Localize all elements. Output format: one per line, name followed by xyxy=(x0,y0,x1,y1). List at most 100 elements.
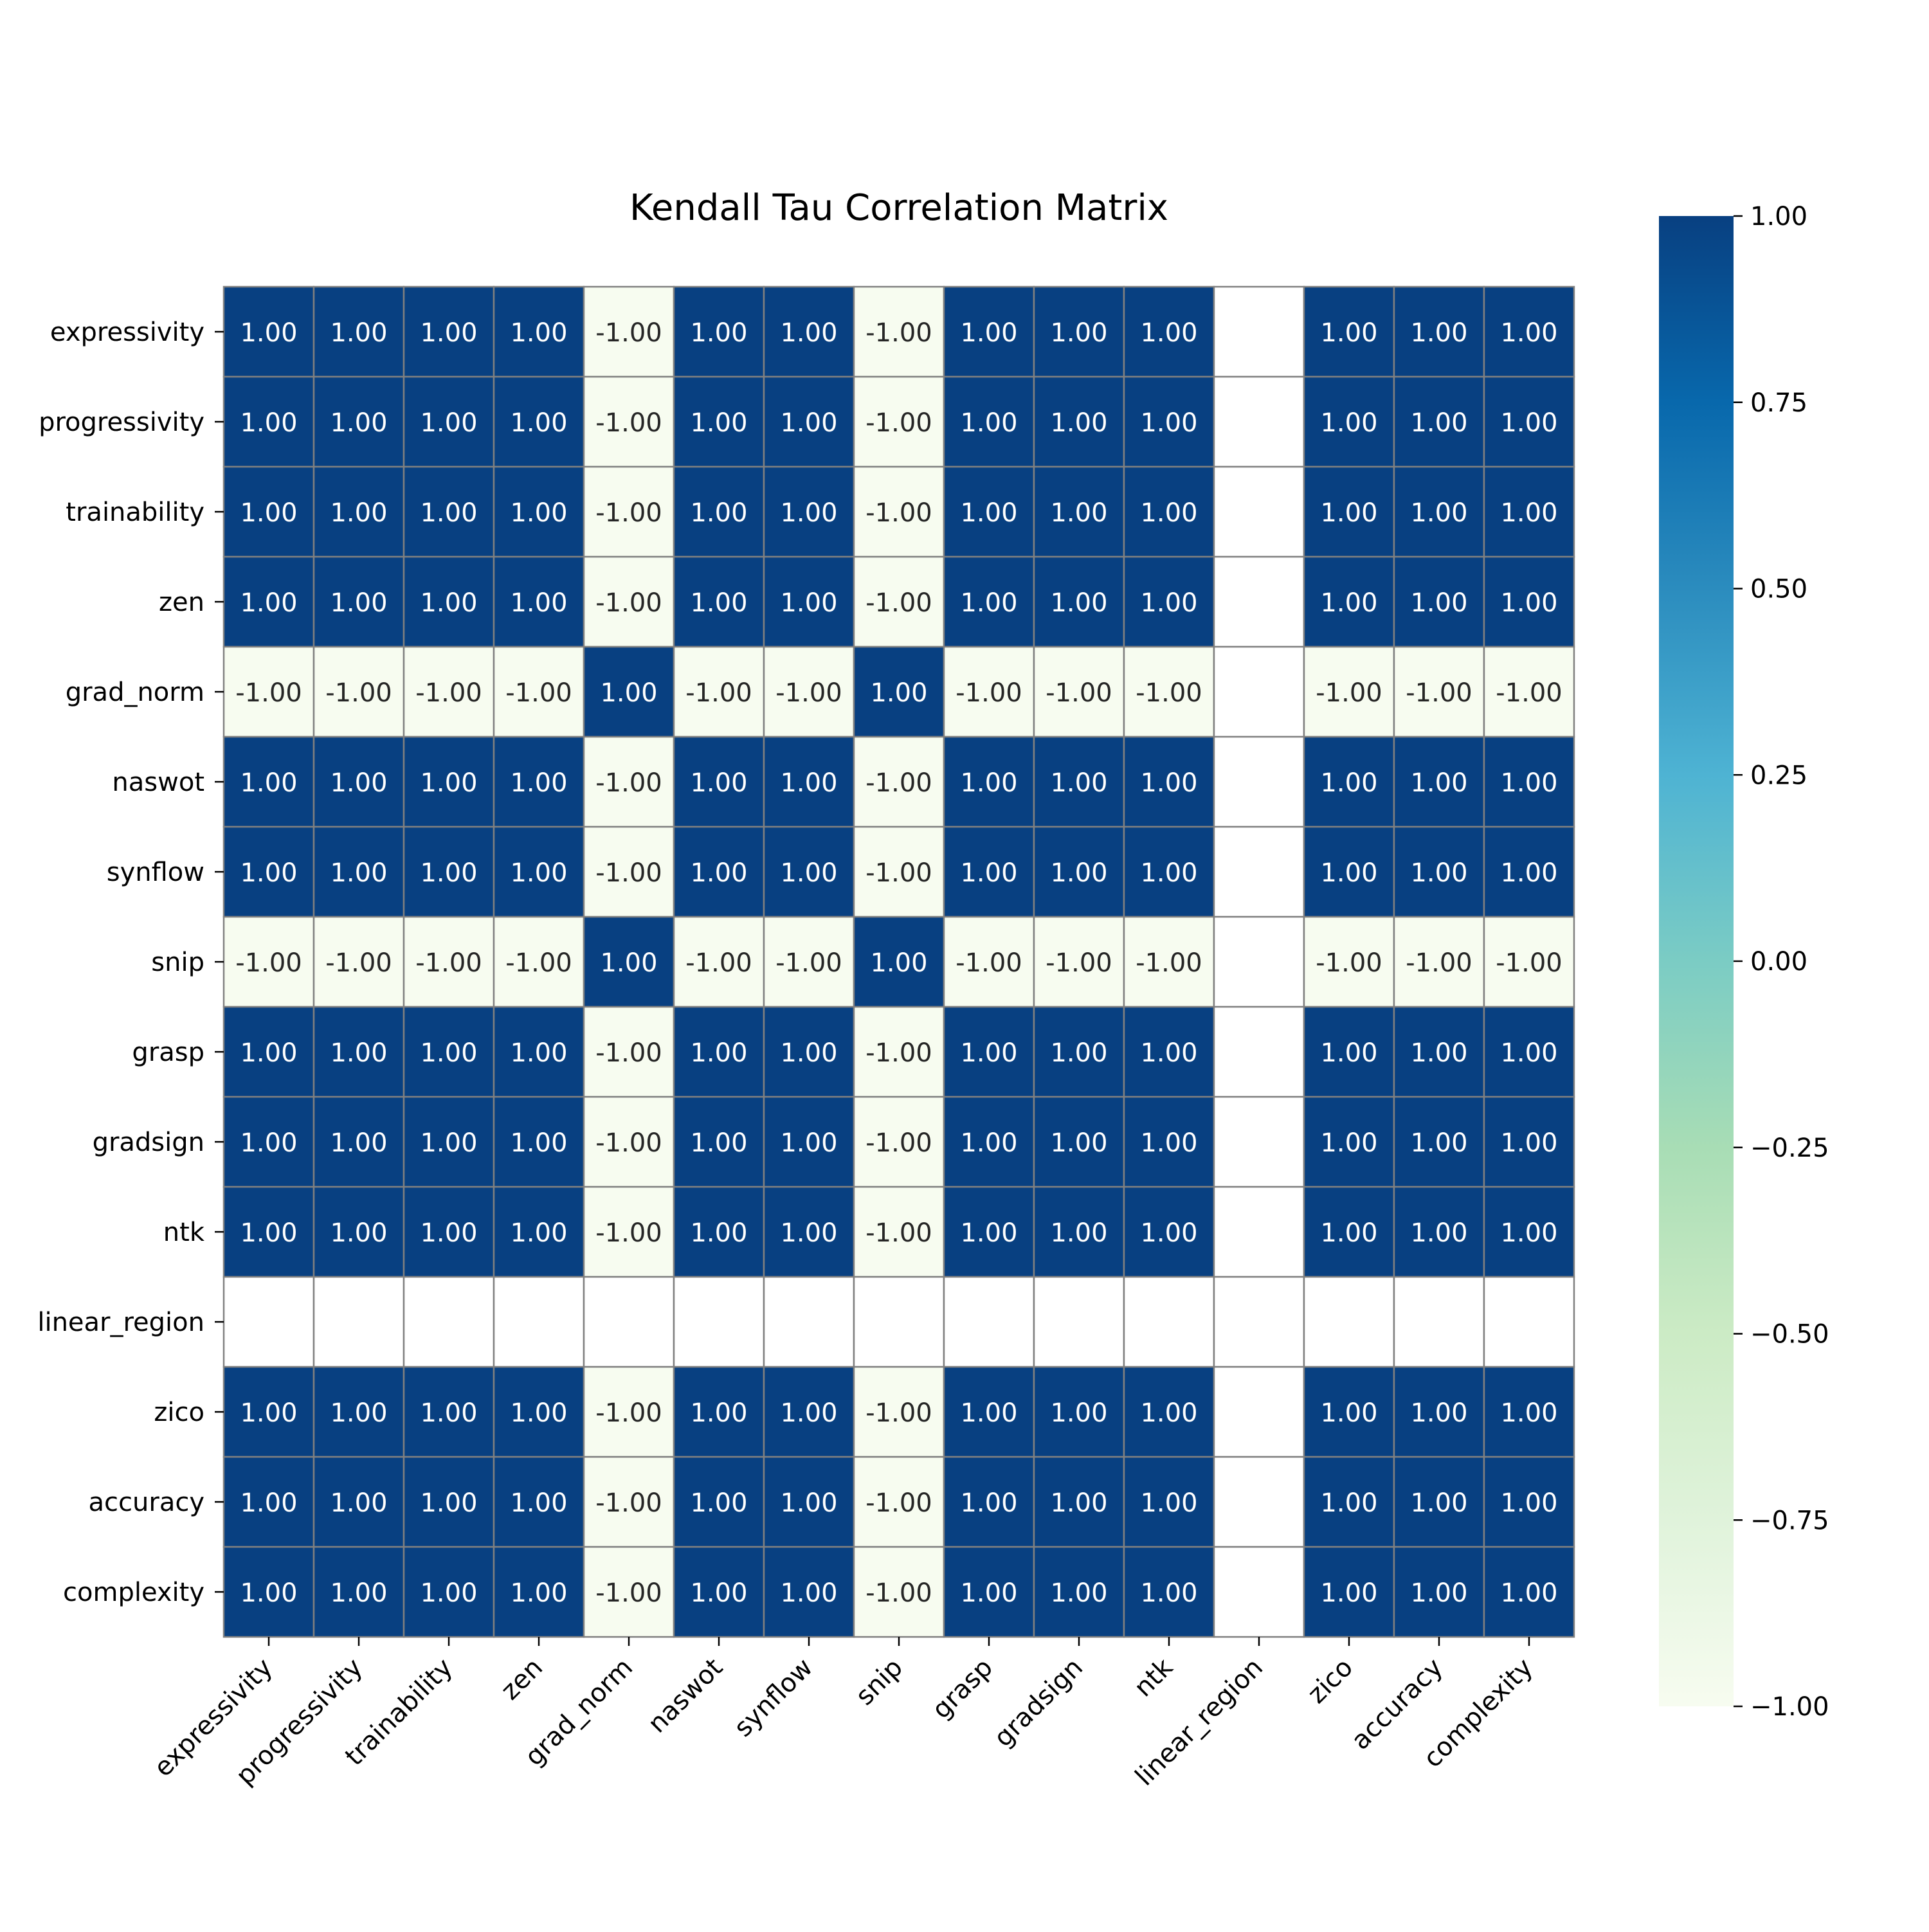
heatmap-cell xyxy=(673,736,765,828)
cell-value-label: 1.00 xyxy=(240,1398,297,1428)
heatmap-cell xyxy=(583,1276,675,1368)
cell-value-label: -1.00 xyxy=(865,318,932,348)
heatmap-cell xyxy=(853,375,945,468)
cell-value-label: -1.00 xyxy=(595,318,662,348)
cell-value-label: -1.00 xyxy=(1406,678,1472,708)
cell-value-label: 1.00 xyxy=(240,1488,297,1518)
cell-value-label: -1.00 xyxy=(955,948,1022,978)
cell-value-label: 1.00 xyxy=(240,1578,297,1608)
cell-value-label: 1.00 xyxy=(690,1578,747,1608)
colorbar-tick-label: 0.00 xyxy=(1750,947,1807,977)
cell-value-label: 1.00 xyxy=(1410,1038,1467,1068)
cell-value-label: 1.00 xyxy=(240,1128,297,1158)
heatmap-cell xyxy=(1483,1276,1575,1368)
heatmap-cell xyxy=(583,1096,675,1188)
cell-value-label: 1.00 xyxy=(960,318,1017,348)
heatmap-cell xyxy=(403,555,495,648)
cell-value-label: 1.00 xyxy=(1410,1128,1467,1158)
heatmap-cell xyxy=(1213,1276,1305,1368)
cell-value-label: 1.00 xyxy=(240,858,297,888)
cell-value-label: -1.00 xyxy=(505,678,572,708)
heatmap-cell xyxy=(1483,1546,1575,1638)
cell-value-label: 1.00 xyxy=(780,408,837,438)
cell-value-label: 1.00 xyxy=(690,1398,747,1428)
cell-value-label: 1.00 xyxy=(510,1488,567,1518)
cell-value-label: 1.00 xyxy=(420,1398,477,1428)
heatmap-cell xyxy=(1033,1366,1125,1458)
cell-value-label: 1.00 xyxy=(1140,1578,1197,1608)
heatmap-cell xyxy=(1483,1456,1575,1548)
cell-value-label: 1.00 xyxy=(420,1218,477,1248)
heatmap-cell xyxy=(1393,646,1485,738)
cell-value-label: 1.00 xyxy=(1050,1398,1107,1428)
cell-value-label: 1.00 xyxy=(510,1218,567,1248)
cell-value-label: -1.00 xyxy=(865,408,932,438)
cell-value-label: -1.00 xyxy=(595,1398,662,1428)
y-tick-label: gradsign xyxy=(93,1128,204,1157)
cell-value-label: 1.00 xyxy=(960,588,1017,618)
heatmap-cell xyxy=(1213,1456,1305,1548)
heatmap-cell xyxy=(1123,465,1215,558)
cell-value-label: 1.00 xyxy=(1500,318,1557,348)
heatmap-cell xyxy=(1033,916,1125,1008)
cell-value-label: 1.00 xyxy=(330,1038,387,1068)
cell-value-label: 1.00 xyxy=(510,1128,567,1158)
heatmap-cell xyxy=(1123,1546,1215,1638)
heatmap-cell xyxy=(673,375,765,468)
y-tick-label: trainability xyxy=(66,498,204,527)
heatmap-cell xyxy=(853,1456,945,1548)
heatmap-cell xyxy=(763,555,855,648)
heatmap-cell xyxy=(403,1186,495,1278)
cell-value-label: 1.00 xyxy=(690,498,747,528)
cell-value-label: 1.00 xyxy=(1500,768,1557,798)
cell-value-label: -1.00 xyxy=(865,858,932,888)
heatmap-cell xyxy=(583,1186,675,1278)
heatmap-cell xyxy=(312,916,405,1008)
cell-value-label: 1.00 xyxy=(1140,1488,1197,1518)
cell-value-label: 1.00 xyxy=(1050,588,1107,618)
heatmap-cell xyxy=(1483,1186,1575,1278)
heatmap-cell xyxy=(1213,285,1305,378)
cell-value-label: 1.00 xyxy=(1050,498,1107,528)
cell-value-label: 1.00 xyxy=(240,1038,297,1068)
cell-value-label: 1.00 xyxy=(330,1578,387,1608)
heatmap-cell xyxy=(943,1186,1035,1278)
cell-value-label: 1.00 xyxy=(330,318,387,348)
cell-value-label: 1.00 xyxy=(1410,318,1467,348)
heatmap-cell xyxy=(1213,375,1305,468)
heatmap-cell xyxy=(493,916,585,1008)
cell-value-label: 1.00 xyxy=(330,498,387,528)
y-tick-label: synflow xyxy=(107,858,204,887)
cell-value-label: 1.00 xyxy=(510,1398,567,1428)
cell-value-label: 1.00 xyxy=(1320,1398,1377,1428)
x-tick-label: ntk xyxy=(1128,1652,1179,1703)
cell-value-label: 1.00 xyxy=(1140,1218,1197,1248)
cell-value-label: -1.00 xyxy=(685,678,752,708)
cell-value-label: 1.00 xyxy=(780,1488,837,1518)
heatmap-cell xyxy=(403,736,495,828)
heatmap-cell xyxy=(763,1546,855,1638)
heatmap-cell xyxy=(1483,285,1575,378)
heatmap-cell xyxy=(1123,1006,1215,1098)
heatmap-cell xyxy=(1483,826,1575,918)
y-tick-label: naswot xyxy=(112,768,204,797)
heatmap-cell xyxy=(1393,1456,1485,1548)
x-tick-label: grasp xyxy=(927,1653,999,1725)
cell-value-label: 1.00 xyxy=(330,1488,387,1518)
heatmap-cell xyxy=(1123,646,1215,738)
colorbar-tick-label: 0.25 xyxy=(1750,761,1807,790)
heatmap-cell xyxy=(403,826,495,918)
colorbar-tick-label: −1.00 xyxy=(1750,1692,1829,1722)
heatmap-cell xyxy=(1033,646,1125,738)
heatmap-cell xyxy=(853,1006,945,1098)
heatmap-cell xyxy=(583,916,675,1008)
cell-value-label: 1.00 xyxy=(1050,408,1107,438)
x-tick-label: snip xyxy=(850,1653,909,1711)
cell-value-label: -1.00 xyxy=(1136,678,1202,708)
cell-value-label: 1.00 xyxy=(510,858,567,888)
heatmap-cell xyxy=(943,1276,1035,1368)
heatmap-cell xyxy=(1393,1546,1485,1638)
heatmap-cell xyxy=(583,375,675,468)
cell-value-label: 1.00 xyxy=(240,408,297,438)
cell-value-label: -1.00 xyxy=(595,858,662,888)
